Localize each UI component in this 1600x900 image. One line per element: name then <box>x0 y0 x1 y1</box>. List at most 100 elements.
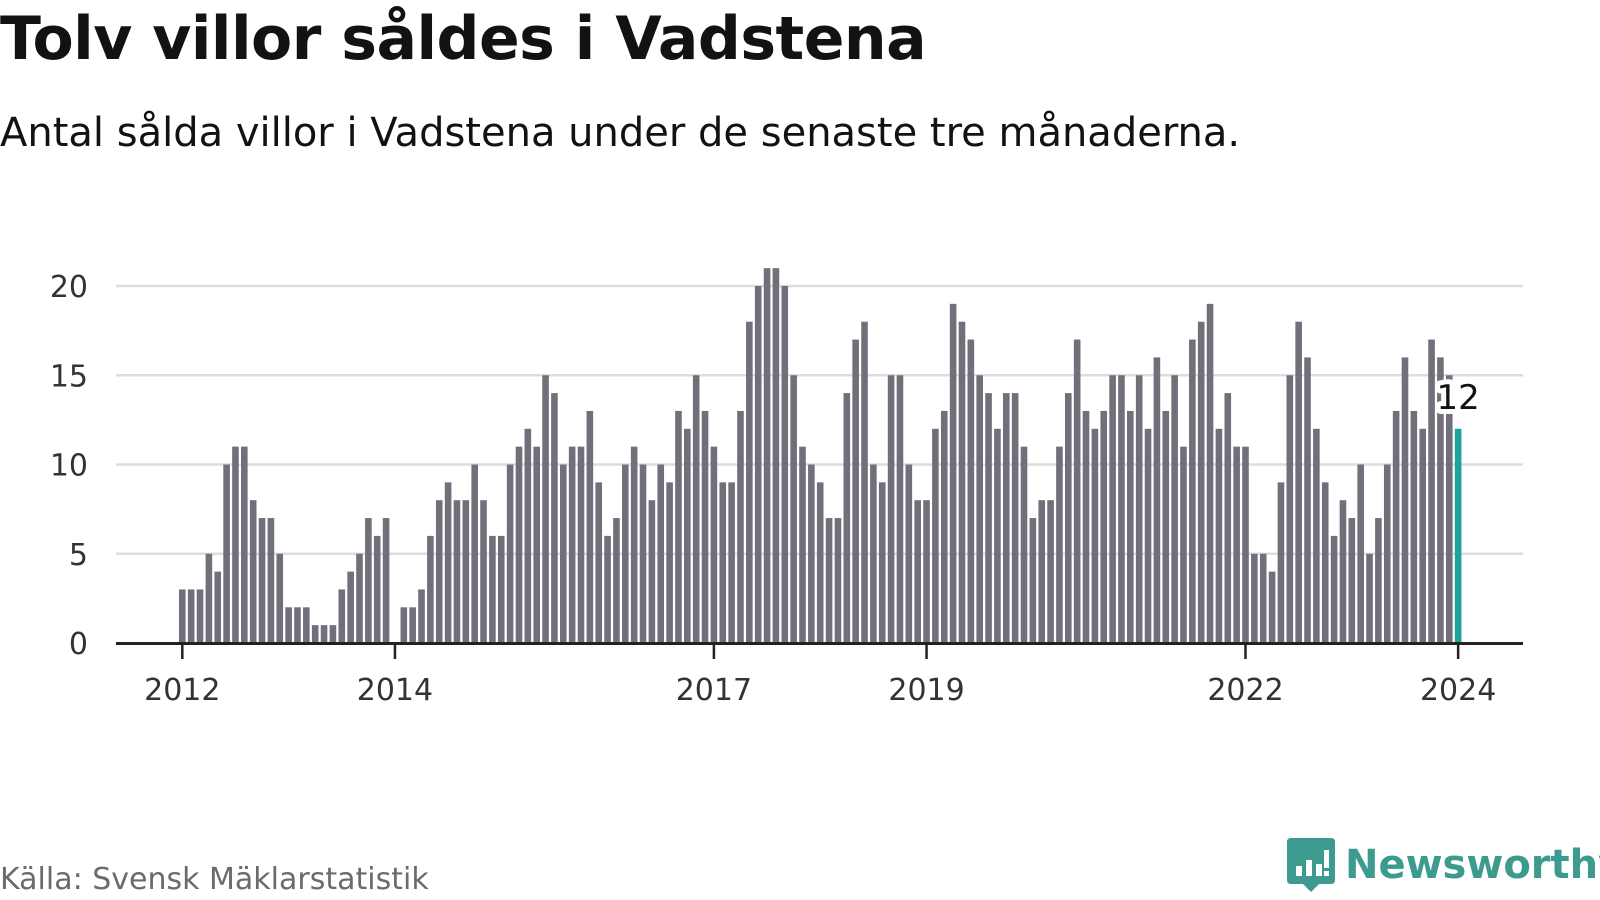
bar <box>737 410 744 643</box>
bar <box>825 518 833 643</box>
newsworthy-logo-icon <box>1287 838 1335 892</box>
bar <box>1189 339 1196 643</box>
bar <box>1277 482 1285 643</box>
bar <box>586 410 594 643</box>
bar <box>1242 446 1249 643</box>
bar <box>347 571 354 643</box>
bar <box>542 375 549 643</box>
bar <box>1197 321 1205 643</box>
bar <box>772 268 780 643</box>
bar <box>799 446 806 643</box>
bar <box>551 393 558 643</box>
bar <box>1304 357 1311 643</box>
x-axis <box>116 642 1523 659</box>
y-tick-label: 0 <box>69 627 88 662</box>
bar <box>1135 375 1143 643</box>
bar <box>568 446 576 643</box>
bar <box>480 500 487 643</box>
bar <box>1410 410 1418 643</box>
bar <box>710 446 718 643</box>
bar <box>1144 428 1152 643</box>
bar <box>1295 321 1302 643</box>
bar <box>1233 446 1240 643</box>
bar <box>701 410 709 643</box>
bar <box>453 500 461 643</box>
bar <box>214 571 222 643</box>
bar <box>1428 339 1435 643</box>
bar <box>719 482 727 643</box>
bar <box>338 589 346 643</box>
bar <box>1375 518 1382 643</box>
bar <box>418 589 425 643</box>
bar <box>914 500 921 643</box>
bar <box>1065 393 1072 643</box>
bar <box>728 482 735 643</box>
bar <box>497 535 505 643</box>
bar <box>1286 375 1294 643</box>
bar <box>595 482 603 643</box>
bars <box>179 268 1462 643</box>
bar <box>994 428 1001 643</box>
bar <box>1445 375 1453 643</box>
highlight-value-label: 12 <box>1437 378 1480 418</box>
bar <box>462 500 470 643</box>
bar <box>905 464 913 643</box>
bar <box>684 428 691 643</box>
x-tick-label: 2024 <box>1420 673 1496 708</box>
bar <box>258 518 266 643</box>
y-tick-label: 15 <box>50 359 88 394</box>
bar <box>1082 410 1090 643</box>
bar <box>1251 553 1258 643</box>
bar <box>896 375 904 643</box>
x-tick-label: 2017 <box>676 673 752 708</box>
bar <box>1215 428 1223 643</box>
bar <box>1330 535 1338 643</box>
bar <box>763 268 771 643</box>
bar <box>409 607 416 643</box>
bar <box>1206 303 1214 643</box>
bar <box>400 607 408 643</box>
bar <box>967 339 975 643</box>
bar <box>781 286 789 643</box>
bar <box>1162 410 1170 643</box>
bar <box>754 286 762 643</box>
bar <box>506 464 514 643</box>
highlight-label-halo: 12 <box>1437 378 1480 418</box>
chart-title: Tolv villor såldes i Vadstena <box>0 4 927 74</box>
bar <box>790 375 797 643</box>
bar <box>1401 357 1409 643</box>
y-tick-label: 10 <box>50 449 88 484</box>
bar <box>303 607 310 643</box>
bar <box>622 464 629 643</box>
bar <box>870 464 877 643</box>
bar <box>1366 553 1373 643</box>
bar <box>1153 357 1161 643</box>
bar <box>1002 393 1010 643</box>
bar <box>1100 410 1108 643</box>
bar <box>940 410 948 643</box>
bar <box>294 607 301 643</box>
bar <box>205 553 213 643</box>
bar <box>444 482 452 643</box>
bar <box>320 625 328 643</box>
bar <box>232 446 239 643</box>
bar <box>630 446 638 643</box>
bar <box>1419 428 1426 643</box>
bar <box>267 518 275 643</box>
bar <box>613 518 620 643</box>
bar <box>1127 410 1134 643</box>
brand-logo[interactable]: Newsworthy <box>1287 838 1600 892</box>
bar <box>1348 518 1356 643</box>
bar <box>249 500 257 643</box>
bar <box>1392 410 1400 643</box>
bar <box>1437 357 1444 643</box>
bar <box>471 464 478 643</box>
bar <box>559 464 567 643</box>
bar <box>1171 375 1178 643</box>
bar <box>533 446 540 643</box>
bar <box>932 428 939 643</box>
bar <box>1357 464 1364 643</box>
chart-subtitle: Antal sålda villor i Vadstena under de s… <box>0 110 1241 156</box>
